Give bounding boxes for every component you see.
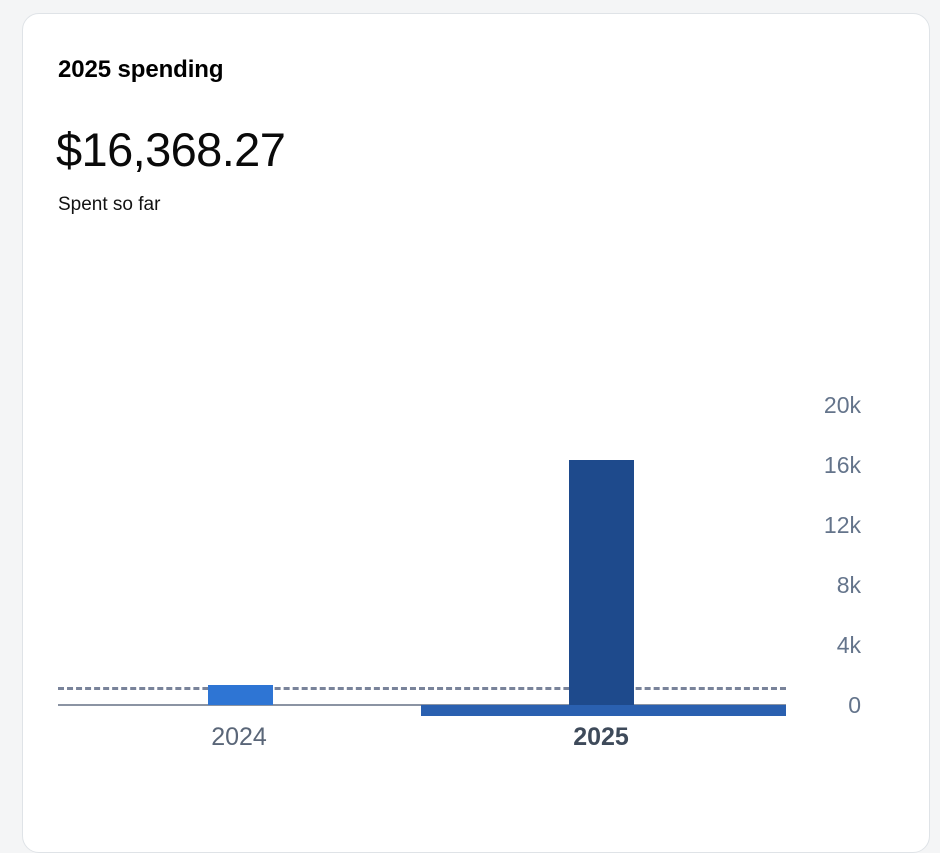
y-axis-tick-label: 16k xyxy=(823,452,861,478)
y-axis-tick-label: 12k xyxy=(823,512,861,538)
y-axis-tick-label: 4k xyxy=(836,632,861,658)
page-title: 2025 spending xyxy=(58,56,224,83)
bar-2024[interactable] xyxy=(208,685,273,705)
spending-amount-caption: Spent so far xyxy=(58,194,161,215)
bar-2025[interactable] xyxy=(569,460,634,705)
spending-amount-value: $16,368.27 xyxy=(56,123,286,176)
selected-range-indicator[interactable] xyxy=(421,705,786,716)
spending-summary-card: 2025 spending $16,368.27 Spent so far 20… xyxy=(22,13,930,853)
spending-card-page: 2025 spending $16,368.27 Spent so far 20… xyxy=(22,13,930,853)
zero-baseline-axis xyxy=(58,704,786,706)
y-axis-tick-label: 20k xyxy=(823,392,861,418)
reference-dashed-line xyxy=(58,687,786,690)
y-axis-tick-label: 0 xyxy=(848,692,861,718)
x-axis-label-2025[interactable]: 2025 xyxy=(573,723,629,751)
y-axis-tick-label: 8k xyxy=(836,572,861,598)
x-axis-label-2024[interactable]: 2024 xyxy=(211,723,267,751)
